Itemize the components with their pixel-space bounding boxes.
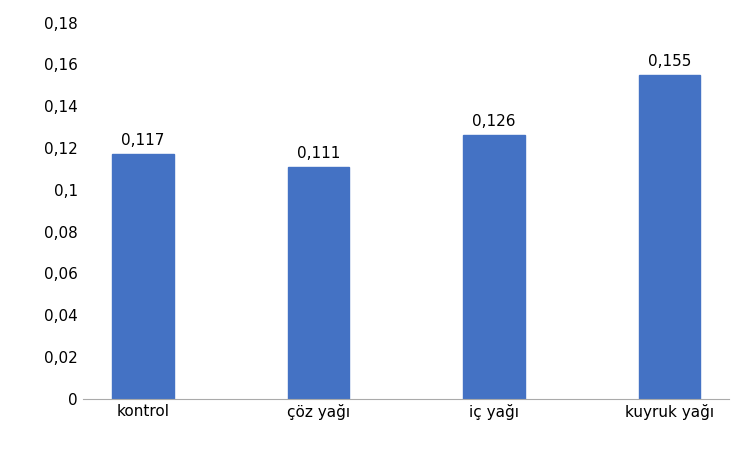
Bar xyxy=(287,167,349,399)
Text: 0,111: 0,111 xyxy=(296,145,340,160)
Text: 0,117: 0,117 xyxy=(121,133,165,148)
Text: 0,126: 0,126 xyxy=(472,114,516,129)
Bar xyxy=(112,154,174,399)
Text: 0,155: 0,155 xyxy=(647,53,691,68)
Bar xyxy=(463,135,525,399)
Bar xyxy=(638,75,700,399)
